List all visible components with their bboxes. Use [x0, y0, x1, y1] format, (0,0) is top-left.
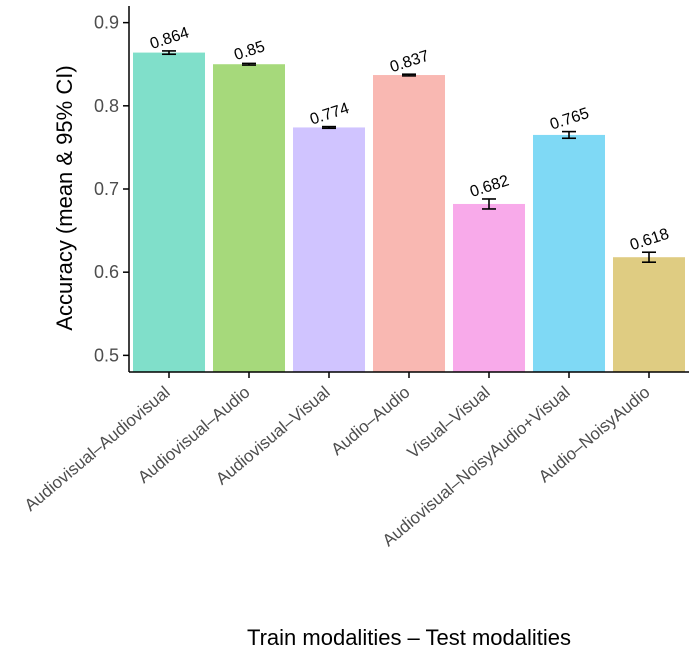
value-label-7: 0.618 — [628, 226, 671, 255]
bar-4 — [373, 75, 445, 373]
error-bar-1 — [162, 50, 176, 56]
x-axis-ticks: Audiovisual–AudiovisualAudiovisual–Audio… — [21, 372, 654, 550]
value-label-1: 0.864 — [148, 24, 191, 53]
error-bar-5 — [482, 198, 496, 210]
x-tick-label-1: Audiovisual–Audiovisual — [21, 383, 174, 515]
value-label-3: 0.774 — [308, 100, 351, 129]
error-bar-6 — [562, 130, 576, 140]
error-bar-2 — [242, 62, 256, 66]
value-label-5: 0.682 — [468, 172, 511, 201]
x-axis-title: Train modalities – Test modalities — [247, 625, 571, 650]
y-tick-label-5: 0.9 — [94, 13, 119, 33]
y-tick-label-4: 0.8 — [94, 96, 119, 116]
error-bar-7 — [642, 251, 656, 264]
bar-1 — [133, 52, 205, 372]
y-axis-ticks: 0.5 0.6 0.7 0.8 0.9 — [94, 13, 129, 365]
value-label-6: 0.765 — [548, 105, 591, 134]
bar-5 — [453, 203, 525, 372]
bar-7 — [613, 257, 685, 372]
error-bar-4 — [402, 73, 416, 77]
bar-3 — [293, 127, 365, 372]
value-label-4: 0.837 — [388, 48, 431, 77]
y-tick-label-1: 0.5 — [94, 345, 119, 365]
y-tick-label-2: 0.6 — [94, 262, 119, 282]
value-label-2: 0.85 — [232, 38, 267, 64]
bar-6 — [533, 134, 605, 372]
y-tick-label-3: 0.7 — [94, 179, 119, 199]
error-bars-group — [162, 50, 656, 264]
y-axis-title: Accuracy (mean & 95% CI) — [52, 65, 77, 330]
error-bar-3 — [322, 125, 336, 130]
x-tick-label-4: Audio–Audio — [327, 383, 413, 460]
bar-2 — [213, 64, 285, 373]
bars-group — [133, 52, 685, 373]
